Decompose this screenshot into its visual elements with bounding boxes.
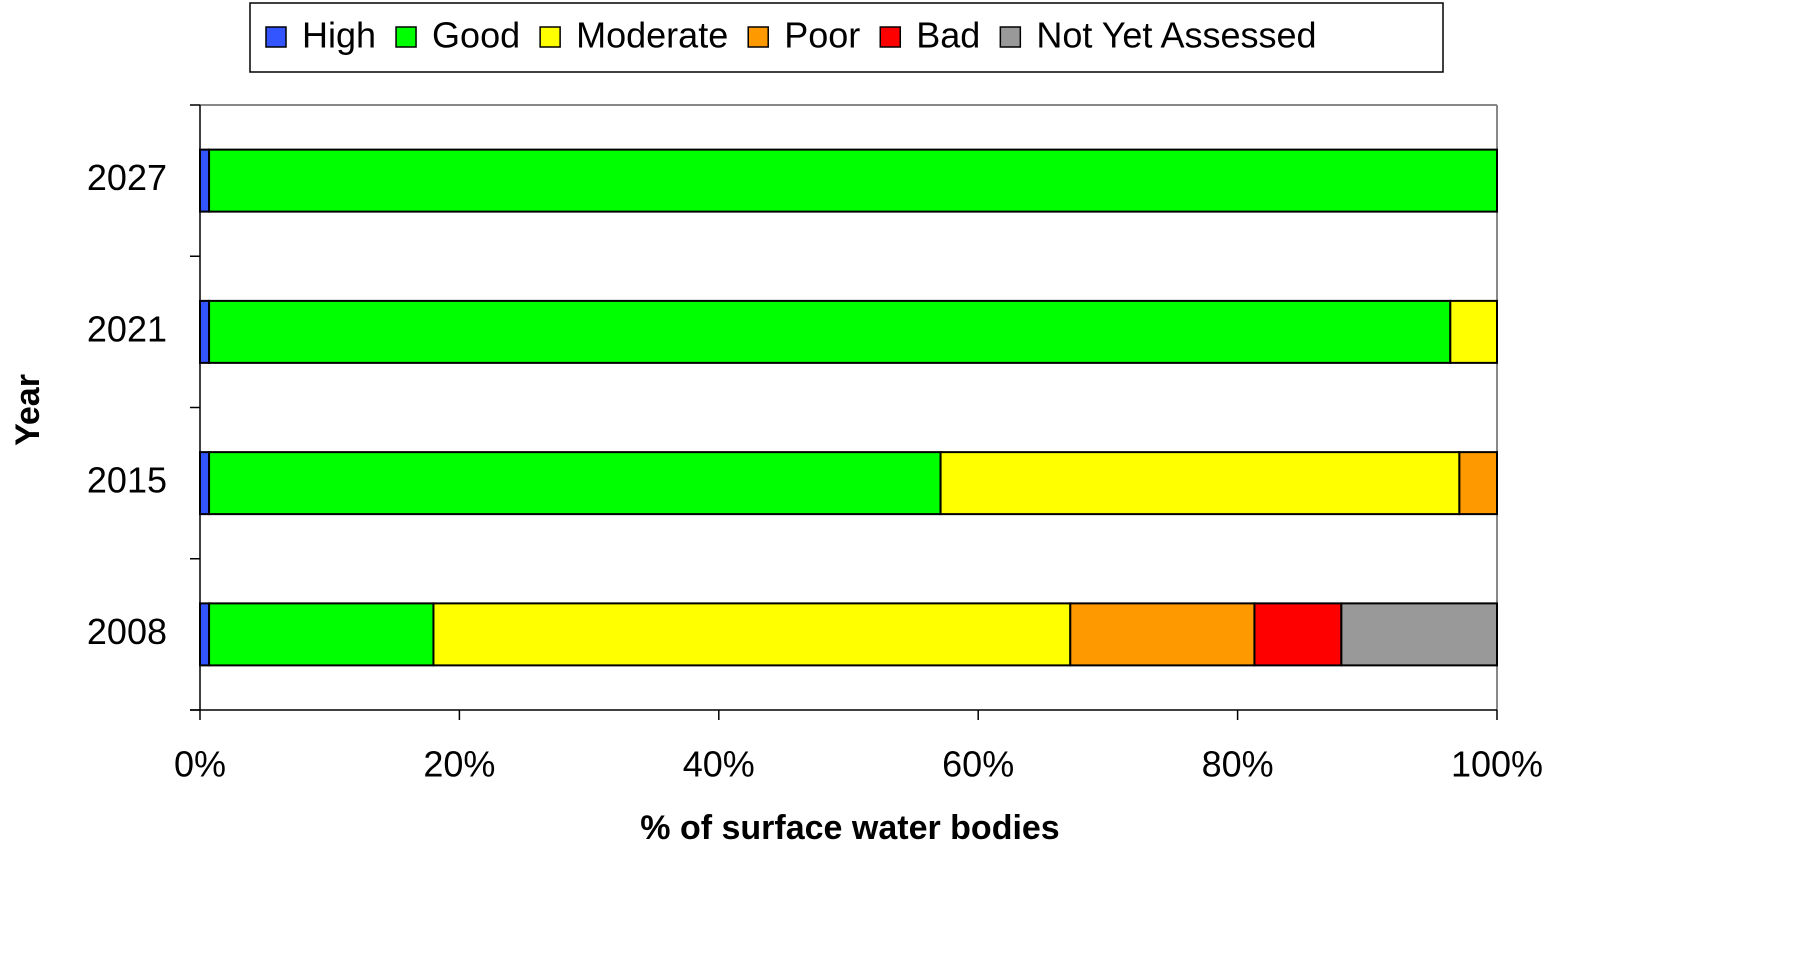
bar-segment	[432, 602, 1072, 667]
legend-label: Moderate	[576, 15, 728, 56]
legend-swatch	[395, 26, 417, 48]
bar-segment	[199, 602, 211, 667]
x-tick-label: 80%	[1202, 744, 1274, 785]
y-tick-label: 2027	[87, 157, 167, 198]
x-tick-label: 0%	[174, 744, 226, 785]
x-tick-label: 100%	[1451, 744, 1543, 785]
x-axis-title: % of surface water bodies	[640, 809, 1059, 847]
legend-label: High	[302, 15, 376, 56]
legend-swatch	[879, 26, 902, 48]
y-axis-title: Year	[9, 374, 47, 446]
bar-segment	[1458, 451, 1498, 516]
legend-box	[249, 2, 1444, 73]
bar-segment	[1069, 602, 1256, 667]
legend-label: Bad	[916, 15, 980, 56]
x-tick-label: 60%	[942, 744, 1014, 785]
legend-swatch	[747, 26, 769, 48]
y-tick-label: 2021	[87, 308, 167, 349]
x-tick-label: 40%	[683, 744, 755, 785]
y-tick-label: 2008	[87, 611, 167, 652]
bar-segment	[199, 299, 211, 364]
bar-segment	[208, 148, 1499, 213]
x-tick-label: 20%	[423, 744, 495, 785]
bar-segment	[208, 602, 435, 667]
bar-segment	[1253, 602, 1343, 667]
legend-label: Good	[432, 15, 520, 56]
legend-swatch	[265, 26, 287, 48]
bar-segment	[1449, 299, 1498, 364]
bar-segment	[199, 148, 211, 213]
bar-segment	[208, 299, 1452, 364]
bar-segment	[939, 451, 1461, 516]
bar-segment	[1340, 602, 1498, 667]
legend-swatch	[539, 26, 561, 48]
bar-segment	[208, 451, 942, 516]
legend-label: Not Yet Assessed	[1036, 15, 1316, 56]
bar-segment	[199, 451, 211, 516]
legend-swatch	[999, 26, 1022, 48]
y-tick-label: 2015	[87, 460, 167, 501]
legend-label: Poor	[784, 15, 860, 56]
